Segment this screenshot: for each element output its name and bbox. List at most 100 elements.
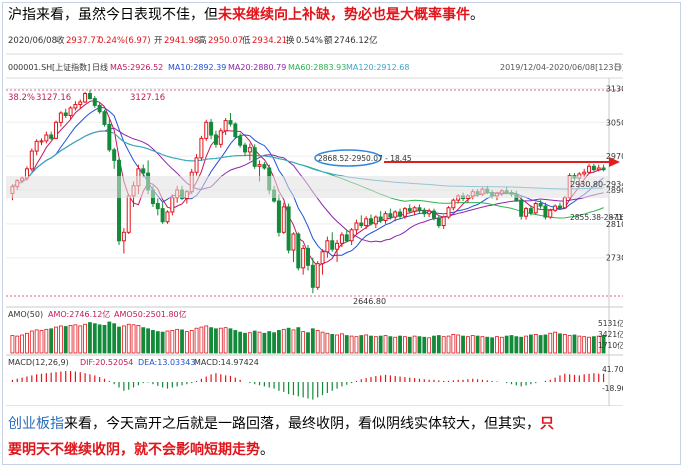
candle-body [339, 234, 344, 244]
candle-body [543, 205, 548, 218]
candle-body [596, 167, 601, 171]
volume-bar [475, 335, 480, 354]
volume-bar [160, 331, 165, 354]
volume-bar [354, 336, 359, 354]
peak-label: 3127.16 [130, 93, 165, 103]
candle-body [78, 101, 83, 106]
volume-bar [320, 331, 325, 354]
candle-body [252, 147, 257, 167]
volume-bar [441, 336, 446, 354]
settings-icon[interactable] [614, 63, 622, 71]
volume-bar [209, 327, 213, 354]
volume-bar [155, 331, 160, 354]
candle-body [92, 98, 97, 106]
price-tick-label: 2890 [606, 186, 623, 195]
candle-body [63, 112, 68, 117]
candle-body [519, 199, 524, 217]
volume-bar [54, 326, 58, 354]
volume-bar [204, 325, 209, 354]
candle-body [58, 112, 63, 123]
candle-body [305, 247, 311, 266]
volume-bar [340, 333, 344, 354]
dea-label: DEA:13.03343 [138, 358, 195, 367]
footer-highlight-start: 只 [540, 416, 554, 432]
turnover-value: 0.54% [296, 36, 323, 46]
volume-bar [131, 324, 136, 354]
volume-bar [63, 326, 68, 354]
volume-bar [417, 336, 422, 354]
header-end: 。 [470, 7, 484, 23]
candle-body [344, 234, 349, 242]
volume-bar [330, 333, 335, 354]
volume-bar [548, 332, 553, 354]
volume-bar [199, 326, 204, 354]
volume-bar [112, 323, 117, 354]
candle-body [427, 210, 432, 215]
volume-bar [543, 334, 548, 354]
price-tick-label: 3130 [606, 84, 623, 93]
gap-arrow-head [609, 157, 620, 167]
volume-bar [349, 335, 354, 354]
volume-bar [461, 335, 465, 354]
volume-bar [272, 332, 276, 354]
macd-axis: 41.70993 -18.96626 [602, 365, 623, 393]
footer-paragraph-line2: 要明天不继续收阴，就不会影响短期走势。 [8, 438, 677, 462]
volume-bar [577, 335, 582, 354]
volume-bar [335, 334, 339, 354]
toolbar-icons[interactable] [614, 63, 622, 71]
volume-bar [107, 321, 112, 354]
candle-body [243, 144, 248, 153]
candle-body [68, 107, 73, 117]
change-value: 0.24%(6.97) [98, 36, 151, 46]
price-axis: 3130 3050 2970 2890 2810 2730 [606, 84, 623, 262]
macd-title: MACD(12,26,9) [8, 358, 69, 367]
candle-body [141, 168, 146, 174]
volume-bar [359, 335, 364, 354]
price-tick-label: 2730 [606, 254, 623, 263]
volume-bar [58, 325, 63, 354]
candle-body [548, 209, 553, 218]
candle-body [276, 200, 281, 233]
volume-bar [519, 336, 524, 354]
volume-bar [257, 331, 262, 354]
volume-bar [252, 330, 257, 354]
candle-body [364, 218, 369, 227]
amo50-label: AMO50:2501.80亿 [114, 309, 187, 319]
candle-body [320, 251, 325, 265]
candle-body [402, 208, 407, 217]
candle-body [160, 208, 165, 223]
volume-bar [369, 335, 373, 354]
volume-bar [407, 336, 412, 354]
volume-bar [528, 334, 533, 354]
volume-bar [301, 331, 306, 354]
volume-bar [432, 335, 436, 354]
candle-body [562, 197, 567, 209]
volume-bar [582, 336, 587, 354]
volume-bar [117, 326, 121, 354]
volume-bar [277, 330, 281, 354]
candle-body [170, 197, 175, 213]
volume-bar [68, 324, 73, 354]
content-frame [2, 2, 681, 465]
lower-gap-change: +16.58 [609, 213, 623, 222]
footer-link[interactable]: 创业板指 [8, 416, 64, 432]
candle-body [553, 205, 558, 211]
volume-bar [78, 325, 83, 354]
index-name: [上证指数] [52, 62, 90, 72]
candle-body [194, 157, 199, 173]
gap-ellipse [314, 149, 382, 167]
candle-body [97, 104, 102, 113]
volume-bar [73, 324, 78, 354]
ma20-label: MA20:2880.79 [228, 63, 286, 72]
candle-body [349, 229, 354, 242]
volume-bar [296, 327, 301, 354]
candle-body [83, 93, 88, 103]
volume-bar [344, 335, 349, 354]
volume-bars [10, 321, 606, 354]
candle-body [431, 210, 436, 219]
candle-body [291, 233, 296, 251]
volume-bar [194, 327, 199, 354]
volume-bar [243, 332, 247, 354]
candle-body [247, 147, 252, 153]
volume-bar [267, 331, 272, 354]
